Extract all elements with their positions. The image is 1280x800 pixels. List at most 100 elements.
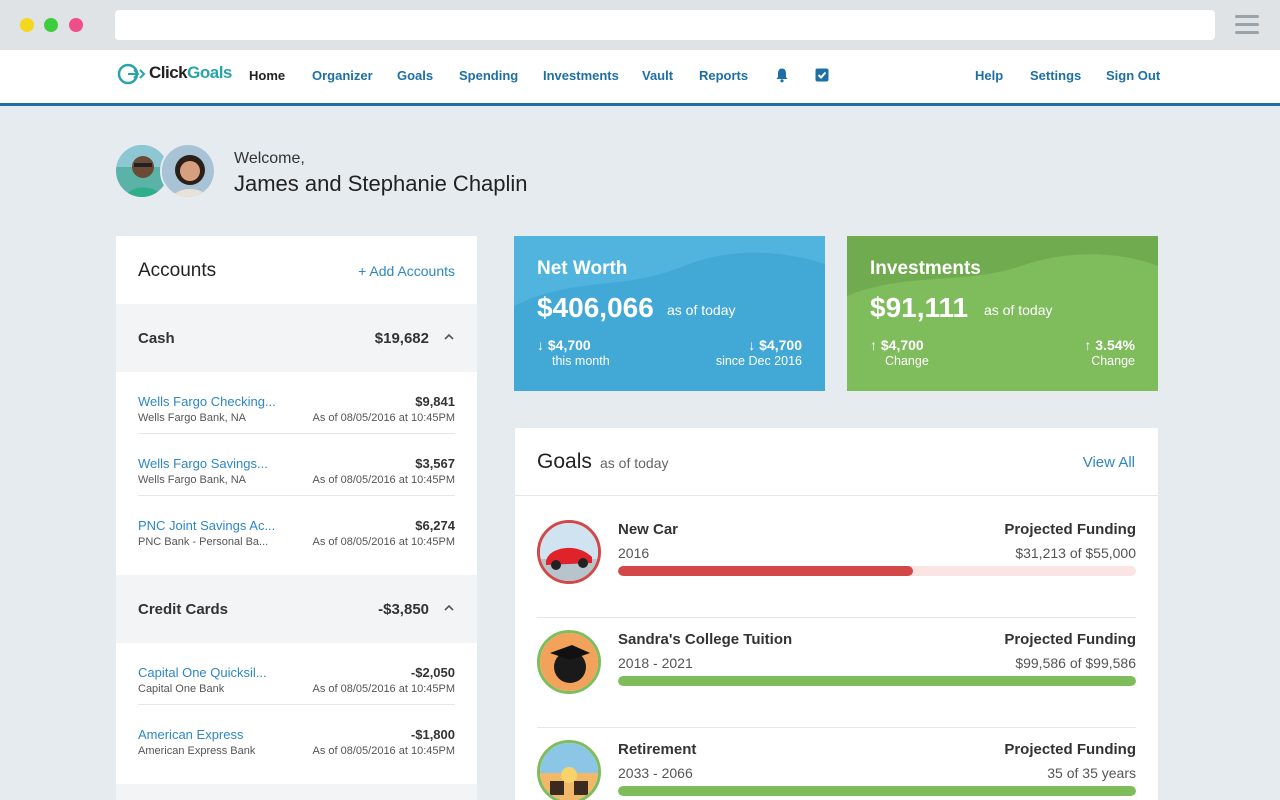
net-worth-title: Net Worth [537, 258, 628, 279]
nav-investments[interactable]: Investments [543, 68, 619, 83]
group-label: Cash [138, 330, 175, 347]
avatar-james [114, 143, 170, 199]
logo-icon [117, 63, 146, 85]
nav-vault[interactable]: Vault [642, 68, 674, 83]
group-label: Credit Cards [138, 601, 229, 618]
goal-name[interactable]: New Car [618, 521, 679, 538]
group-total: $19,682 [374, 330, 429, 347]
account-updated: As of 08/05/2016 at 10:45PM [312, 412, 456, 424]
goal-image-graduation [537, 630, 601, 694]
goal-image-car [537, 520, 601, 584]
goal-years: 2018 - 2021 [618, 655, 693, 671]
goal-progress-bar [618, 786, 1136, 796]
accounts-title: Accounts [138, 260, 217, 281]
bell-icon[interactable] [774, 67, 790, 83]
group-total: -$3,850 [378, 601, 429, 618]
logo-text: ClickGoals [149, 63, 232, 82]
account-name[interactable]: Wells Fargo Savings... [138, 456, 268, 471]
goal-years: 2016 [618, 545, 650, 561]
checkbox-icon[interactable] [814, 67, 830, 83]
address-bar[interactable] [115, 10, 1215, 40]
goal-progress-bar [618, 676, 1136, 686]
goal-funding-value: 35 of 35 years [1047, 765, 1136, 781]
arrow-down-icon: ↓ [537, 337, 548, 353]
net-worth-value: $406,066 [537, 292, 654, 323]
avatar-stephanie [160, 143, 216, 199]
account-row[interactable]: Capital One Quicksil... Capital One Bank… [138, 643, 455, 705]
account-bank: Wells Fargo Bank, NA [138, 412, 247, 424]
add-accounts-link[interactable]: + Add Accounts [358, 263, 455, 279]
window-close-dot[interactable] [69, 18, 83, 32]
account-name[interactable]: PNC Joint Savings Ac... [138, 518, 276, 533]
account-name[interactable]: Capital One Quicksil... [138, 665, 267, 680]
account-balance: $9,841 [415, 394, 455, 409]
net-worth-since-change: ↓ $4,700 [748, 337, 802, 353]
nav-sign-out[interactable]: Sign Out [1106, 68, 1161, 83]
nav-settings[interactable]: Settings [1030, 68, 1082, 83]
goal-progress-fill [618, 676, 1136, 686]
arrow-up-icon: ↑ [870, 337, 881, 353]
investments-card[interactable]: Investments $91,111 as of today ↑ $4,700… [847, 236, 1158, 391]
goal-item[interactable]: New Car 2016 Projected Funding $31,213 o… [537, 508, 1136, 618]
group-header-cash[interactable]: Cash $19,682 [116, 304, 477, 372]
net-worth-month-change: ↓ $4,700 [537, 337, 591, 353]
net-worth-card[interactable]: Net Worth $406,066 as of today ↓ $4,700 … [514, 236, 825, 391]
investments-change-label: Change [885, 354, 929, 368]
browser-chrome [0, 0, 1280, 50]
net-worth-since-label: since Dec 2016 [715, 354, 802, 368]
nav-organizer[interactable]: Organizer [312, 68, 373, 83]
goal-funding-label: Projected Funding [1004, 631, 1136, 648]
group-header-credit-cards[interactable]: Credit Cards -$3,850 [116, 575, 477, 643]
account-bank: Wells Fargo Bank, NA [138, 474, 247, 486]
account-balance: -$2,050 [410, 665, 455, 680]
goal-funding-label: Projected Funding [1004, 741, 1136, 758]
window-minimize-dot[interactable] [20, 18, 34, 32]
account-row[interactable]: Wells Fargo Checking... Wells Fargo Bank… [138, 372, 455, 434]
goals-title: Goals [537, 450, 592, 473]
view-all-link[interactable]: View All [1082, 454, 1135, 471]
goal-name[interactable]: Sandra's College Tuition [618, 631, 793, 648]
investments-change: ↑ $4,700 [870, 337, 924, 353]
nav-home[interactable]: Home [249, 68, 286, 83]
nav-help[interactable]: Help [975, 68, 1004, 83]
account-balance: $3,567 [415, 456, 455, 471]
goal-image-retirement [537, 740, 601, 800]
account-updated: As of 08/05/2016 at 10:45PM [312, 745, 456, 757]
account-row[interactable]: Wells Fargo Savings... Wells Fargo Bank,… [138, 434, 455, 496]
arrow-up-icon: ↑ [1084, 337, 1096, 353]
nav-spending[interactable]: Spending [459, 68, 519, 83]
account-bank: Capital One Bank [138, 683, 225, 695]
goal-item[interactable]: Sandra's College Tuition 2018 - 2021 Pro… [537, 618, 1136, 728]
account-name[interactable]: American Express [138, 727, 244, 742]
account-updated: As of 08/05/2016 at 10:45PM [312, 474, 456, 486]
account-row[interactable]: American Express American Express Bank -… [138, 705, 455, 767]
account-balance: -$1,800 [410, 727, 455, 742]
nav-goals[interactable]: Goals [397, 68, 434, 83]
wave-decoration [514, 236, 825, 306]
goal-funding-label: Projected Funding [1004, 521, 1136, 538]
goal-progress-fill [618, 566, 914, 576]
investments-as-of: as of today [984, 302, 1053, 318]
account-row[interactable]: PNC Joint Savings Ac... PNC Bank - Perso… [138, 496, 455, 558]
clickgoals-logo[interactable]: ClickGoals [117, 62, 237, 92]
account-updated: As of 08/05/2016 at 10:45PM [312, 683, 456, 695]
nav-reports[interactable]: Reports [699, 68, 749, 83]
net-worth-as-of: as of today [667, 302, 736, 318]
top-navigation: ClickGoals Home Organizer Goals Spending… [0, 50, 1280, 106]
goals-panel: Goals as of today View All New Car 2016 … [515, 428, 1158, 800]
goal-progress-bar [618, 566, 1136, 576]
goal-item[interactable]: Retirement 2033 - 2066 Projected Funding… [537, 728, 1136, 800]
investments-percent-label: Change [1091, 354, 1135, 368]
user-name: James and Stephanie Chaplin [234, 171, 528, 196]
account-balance: $6,274 [415, 518, 455, 533]
goal-name[interactable]: Retirement [618, 741, 697, 758]
chevron-up-icon[interactable] [443, 331, 455, 343]
account-bank: American Express Bank [138, 745, 256, 757]
chevron-up-icon[interactable] [443, 602, 455, 614]
menu-icon[interactable] [1235, 15, 1259, 35]
window-maximize-dot[interactable] [44, 18, 58, 32]
account-name[interactable]: Wells Fargo Checking... [138, 394, 276, 409]
account-bank: PNC Bank - Personal Ba... [138, 536, 269, 548]
investments-percent-change: ↑ 3.54% [1084, 337, 1135, 353]
arrow-down-icon: ↓ [748, 337, 760, 353]
